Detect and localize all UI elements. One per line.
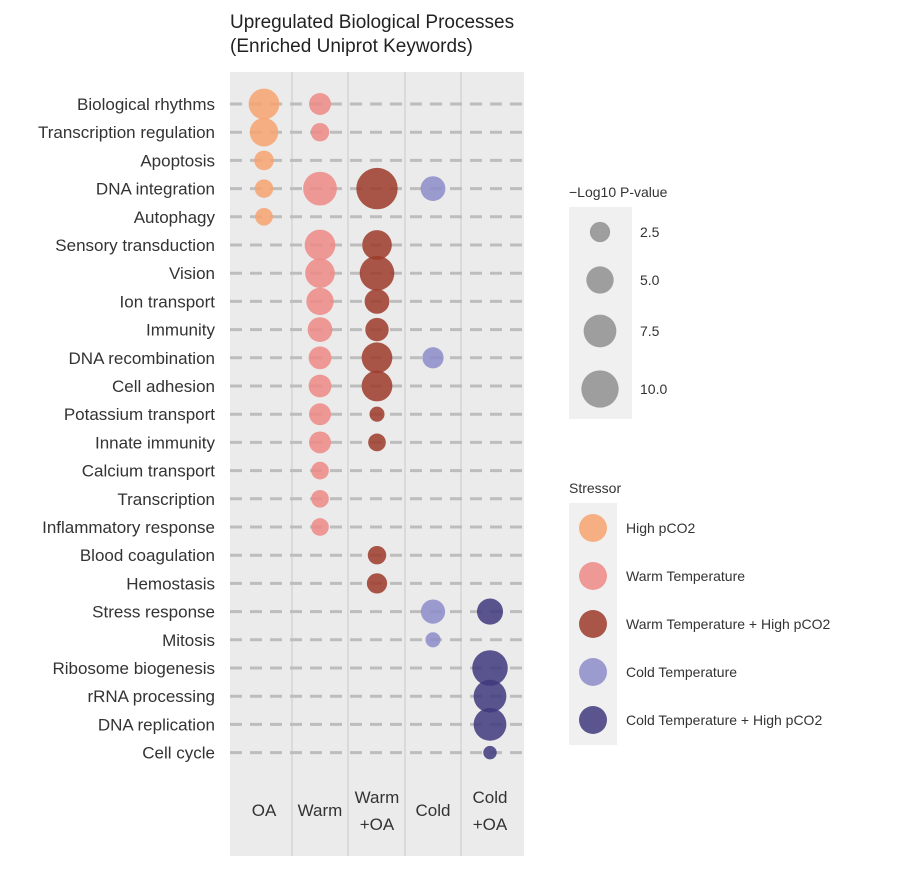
row-label: Biological rhythms [77,95,215,114]
row-label: DNA recombination [69,349,215,368]
color-legend-swatch [579,658,607,686]
bubble [476,598,504,625]
row-label: Mitosis [162,631,215,650]
row-label: DNA replication [98,715,215,734]
size-legend-label: 2.5 [640,224,660,240]
bubble [311,489,329,508]
size-legend-title: −Log10 P-value [569,184,668,200]
bubble [305,258,335,289]
color-legend: Stressor High pCO2 Warm Temperature Warm Te… [569,480,830,745]
bubble [473,679,507,713]
column-label-coldoa: Cold [473,788,508,807]
row-label: Sensory transduction [55,236,215,255]
bubble [306,287,334,316]
row-label: DNA integration [96,180,215,199]
bubble [366,573,388,594]
chart-title-line-1: Upregulated Biological Processes [230,12,514,33]
row-label: Innate immunity [95,433,215,452]
row-label: Autophagy [134,208,216,227]
row-label: Immunity [146,321,215,340]
row-label: Inflammatory response [42,518,215,537]
size-legend-label: 5.0 [640,272,660,288]
bubble [362,230,392,260]
bubble [249,117,279,147]
bubble [361,342,393,374]
row-label: Apoptosis [140,151,215,170]
bubble [356,167,398,210]
row-label: Transcription [117,490,215,509]
size-legend-swatch [583,314,617,348]
bubble [420,176,446,202]
bubble [483,745,497,760]
bubble [254,150,274,171]
bubble [303,171,337,206]
column-label-oa: OA [252,801,277,820]
row-label: Vision [169,264,215,283]
bubble [472,650,508,686]
color-legend-swatch [579,610,607,638]
bubble [367,545,387,565]
row-label: Blood coagulation [80,546,215,565]
color-legend-swatch [579,514,607,542]
size-legend-swatch [581,370,619,408]
column-label-warmoa: +OA [360,815,395,834]
bubble [309,403,331,426]
bubble [304,229,336,261]
row-labels: Biological rhythms Transcription regulati… [38,95,216,763]
column-label-cold: Cold [416,801,451,820]
row-label: Stress response [92,603,215,622]
row-label: Cell cycle [142,744,215,763]
size-legend-swatch [586,266,614,294]
color-legend-label: Warm Temperature [626,568,745,584]
color-legend-label: Cold Temperature + High pCO2 [626,712,822,728]
bubble [365,317,389,342]
bubble [422,347,444,369]
color-legend-label: Cold Temperature [626,664,737,680]
chart-title: Upregulated Biological Processes (Enrich… [230,12,514,57]
column-label-warmoa: Warm [355,788,400,807]
bubbles [248,88,508,760]
bubble [307,317,333,342]
chart-title-line-2: (Enriched Uniprot Keywords) [230,36,473,57]
bubble [308,374,332,398]
bubble [361,370,393,402]
size-legend-label: 10.0 [640,381,667,397]
row-label: Ion transport [120,292,216,311]
bubble [364,289,390,314]
color-legend-swatch [579,706,607,734]
bubble [368,433,386,452]
bubble [310,122,330,142]
size-legend: −Log10 P-value 2.5 5.0 7.5 10.0 [569,184,668,419]
row-label: Hemostasis [126,574,215,593]
size-legend-swatch [589,221,611,243]
bubble [248,88,280,120]
bubble [359,255,395,291]
row-label: Cell adhesion [112,377,215,396]
color-legend-label: Warm Temperature + High pCO2 [626,616,830,632]
column-labels: OA Warm Warm +OA Cold Cold +OA [252,788,508,834]
bubble [369,406,385,422]
bubble [308,346,332,370]
bubble [425,632,441,648]
row-label: Calcium transport [82,462,215,481]
color-legend-swatch [579,562,607,590]
bubble [420,599,446,624]
column-label-coldoa: +OA [473,815,508,834]
bubble [309,93,331,115]
color-legend-label: High pCO2 [626,520,695,536]
bubble [311,461,329,480]
bubble [473,708,507,741]
bubble [309,431,331,454]
bubble [254,179,274,198]
row-label: Transcription regulation [38,123,215,142]
row-label: Potassium transport [64,405,215,424]
bubble [255,207,273,226]
row-label: rRNA processing [87,687,215,706]
column-label-warm: Warm [298,801,343,820]
color-legend-title: Stressor [569,480,621,496]
bubble [311,518,329,536]
row-label: Ribosome biogenesis [52,659,215,678]
size-legend-label: 7.5 [640,323,660,339]
